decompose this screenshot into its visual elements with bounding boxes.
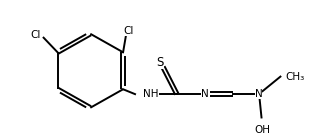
Text: CH₃: CH₃ xyxy=(285,72,305,82)
Text: Cl: Cl xyxy=(30,30,41,40)
Text: N: N xyxy=(201,89,209,99)
Text: N: N xyxy=(255,89,262,99)
Text: S: S xyxy=(156,56,164,70)
Text: Cl: Cl xyxy=(123,26,133,36)
Text: NH: NH xyxy=(143,89,158,99)
Text: OH: OH xyxy=(254,125,271,135)
